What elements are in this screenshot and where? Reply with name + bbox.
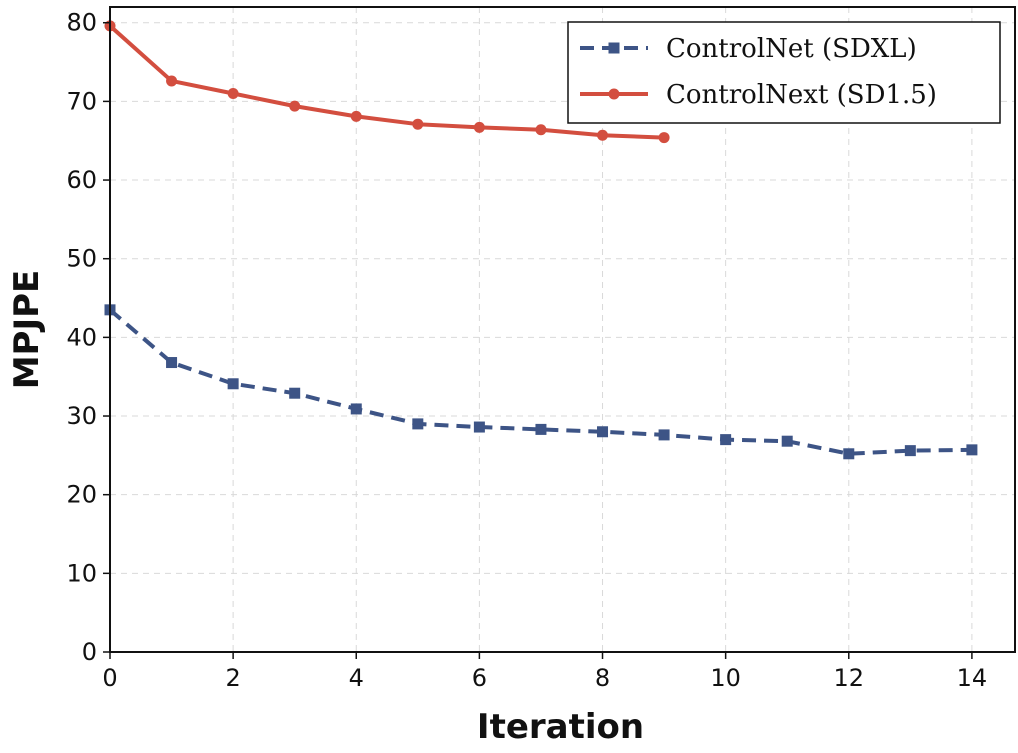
- x-tick-label: 4: [349, 664, 364, 692]
- data-point: [227, 378, 239, 390]
- data-point: [966, 444, 978, 456]
- data-point: [597, 426, 609, 438]
- data-point: [166, 75, 178, 87]
- axis-ticks: 0 2 4 6 8 10 12 14 0 10 20 30 40 50 60 70 80: [66, 9, 987, 692]
- data-point: [658, 132, 670, 144]
- data-point: [166, 357, 178, 369]
- data-point: [781, 435, 793, 447]
- data-point: [412, 118, 424, 130]
- y-tick-label: 70: [66, 87, 97, 115]
- x-tick-label: 14: [957, 664, 988, 692]
- legend-marker: [608, 42, 620, 54]
- data-point: [597, 129, 609, 141]
- data-point: [535, 124, 547, 136]
- legend-box: [567, 21, 1001, 124]
- series-line: [108, 308, 972, 456]
- legend-item: ControlNet (SDXL): [580, 34, 917, 64]
- legend-item: ControlNext (SD1.5): [580, 80, 937, 110]
- data-point: [289, 100, 301, 112]
- x-tick-label: 10: [710, 664, 741, 692]
- x-tick-label: 0: [102, 664, 117, 692]
- x-tick-label: 6: [472, 664, 487, 692]
- y-tick-label: 80: [66, 9, 97, 37]
- y-tick-label: 40: [66, 323, 97, 351]
- data-point: [535, 423, 547, 435]
- y-tick-label: 20: [66, 481, 97, 509]
- series-1: [104, 20, 670, 144]
- data-point: [412, 418, 424, 430]
- x-tick-label: 12: [834, 664, 865, 692]
- series-line: [108, 24, 665, 140]
- data-point: [473, 421, 485, 433]
- series-layer: [104, 20, 978, 460]
- data-point: [350, 403, 362, 415]
- data-point: [720, 434, 732, 446]
- x-tick-label: 8: [595, 664, 610, 692]
- legend-label: ControlNext (SD1.5): [666, 80, 937, 110]
- data-point: [658, 429, 670, 441]
- x-axis-title: Iteration: [477, 707, 644, 747]
- y-tick-label: 30: [66, 402, 97, 430]
- legend-marker: [608, 88, 620, 100]
- y-tick-label: 60: [66, 166, 97, 194]
- x-tick-label: 2: [225, 664, 240, 692]
- y-tick-label: 10: [66, 559, 97, 587]
- data-point: [843, 448, 855, 460]
- data-point: [289, 387, 301, 399]
- y-axis-title: MPJPE: [7, 270, 47, 390]
- data-point: [473, 121, 485, 133]
- data-point: [227, 88, 239, 100]
- series-0: [104, 304, 978, 460]
- data-point: [904, 445, 916, 457]
- y-tick-label: 0: [82, 638, 97, 666]
- legend: ControlNet (SDXL) ControlNext (SD1.5): [567, 21, 1001, 124]
- data-point: [350, 110, 362, 122]
- y-tick-label: 50: [66, 245, 97, 273]
- plot-frame: [109, 6, 1016, 653]
- legend-label: ControlNet (SDXL): [666, 34, 917, 64]
